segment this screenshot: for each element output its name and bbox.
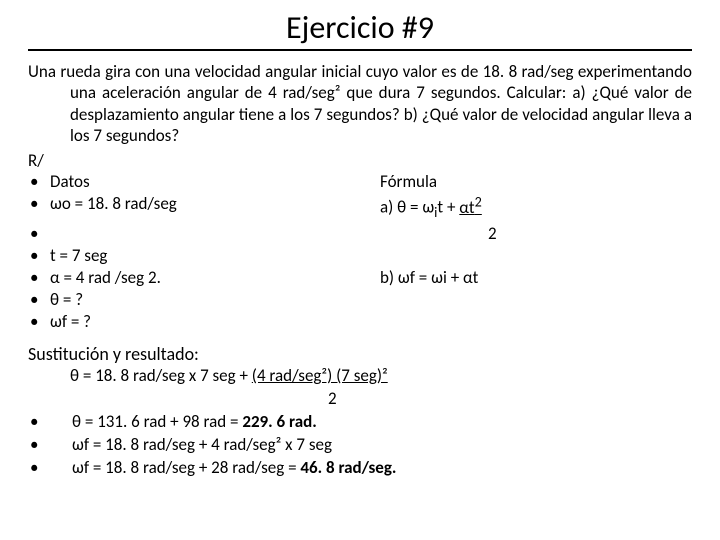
time-value: t = 7 seg — [50, 245, 380, 267]
exercise-title: Ejercicio #9 — [28, 8, 692, 51]
result-theta: θ = 131. 6 rad + 98 rad = 229. 6 rad. — [50, 411, 317, 434]
datos-label: Datos — [50, 171, 380, 193]
subst-theta-line: θ = 18. 8 rad/seg x 7 seg + (4 rad/seg²)… — [28, 365, 692, 388]
formula-a: a) θ = ωit + αt2 — [380, 193, 692, 222]
bullet: • — [28, 223, 50, 245]
bullet: • — [28, 245, 50, 267]
data-formula-block: • Datos Fórmula • ωo = 18. 8 rad/seg a) … — [28, 171, 692, 333]
bullet: • — [28, 267, 50, 289]
theta-unknown: θ = ? — [50, 289, 380, 311]
formula-b: b) ωf = ωi + αt — [380, 267, 692, 289]
problem-statement: Una rueda gira con una velocidad angular… — [28, 61, 692, 146]
empty-left — [50, 223, 380, 245]
bullet: • — [28, 411, 50, 434]
bullet: • — [28, 434, 50, 457]
formula-a-denom: 2 — [380, 223, 692, 245]
alpha-value: α = 4 rad /seg 2. — [50, 267, 380, 289]
result-omega-step: ωf = 18. 8 rad/seg + 4 rad/seg² x 7 seg — [50, 434, 332, 457]
subst-theta-denom: 2 — [28, 388, 692, 411]
omega-initial: ωo = 18. 8 rad/seg — [50, 193, 380, 222]
formula-label: Fórmula — [380, 171, 692, 193]
substitution-title: Sustitución y resultado: — [28, 343, 692, 365]
bullet: • — [28, 457, 50, 480]
bullet: • — [28, 193, 50, 222]
substitution-block: θ = 18. 8 rad/seg x 7 seg + (4 rad/seg²)… — [28, 365, 692, 480]
bullet: • — [28, 171, 50, 193]
bullet: • — [28, 289, 50, 311]
answer-marker: R/ — [28, 150, 692, 171]
omega-final-unknown: ωf = ? — [50, 311, 380, 333]
bullet: • — [28, 311, 50, 333]
result-omega-final: ωf = 18. 8 rad/seg + 28 rad/seg = 46. 8 … — [50, 457, 396, 480]
